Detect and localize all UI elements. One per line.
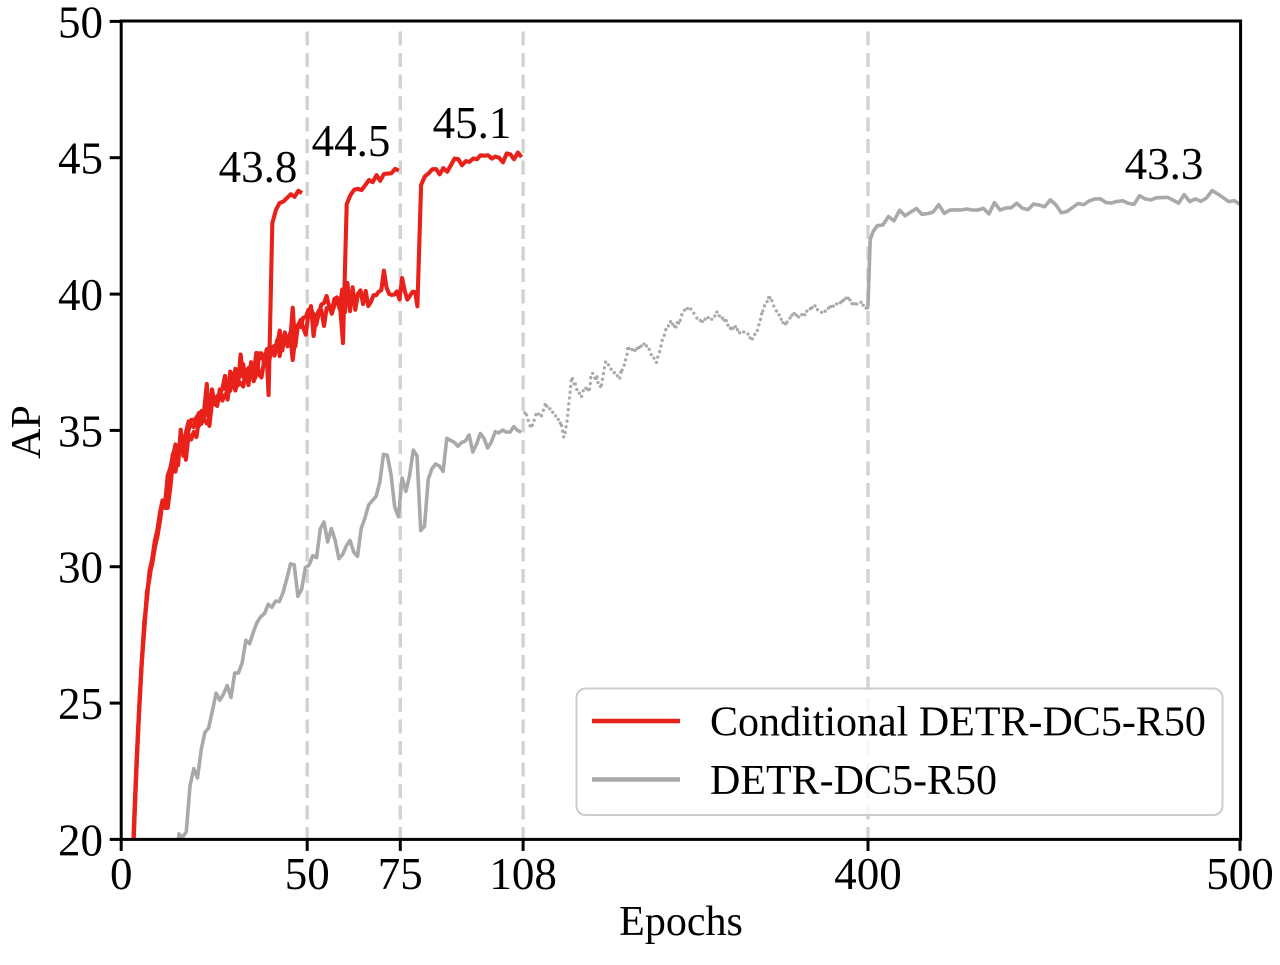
svg-text:30: 30	[58, 543, 103, 593]
svg-text:50: 50	[58, 0, 103, 47]
svg-text:108: 108	[489, 849, 557, 899]
svg-text:44.5: 44.5	[312, 116, 391, 166]
svg-text:40: 40	[58, 270, 103, 320]
svg-text:25: 25	[58, 679, 103, 729]
svg-text:43.8: 43.8	[219, 142, 298, 192]
svg-text:Conditional DETR-DC5-R50: Conditional DETR-DC5-R50	[710, 700, 1206, 746]
svg-text:35: 35	[58, 406, 103, 456]
svg-text:50: 50	[285, 849, 330, 899]
svg-text:20: 20	[58, 815, 103, 865]
svg-text:45: 45	[58, 134, 103, 184]
svg-text:AP: AP	[4, 405, 50, 459]
svg-text:75: 75	[378, 849, 423, 899]
svg-text:0: 0	[110, 849, 133, 899]
svg-text:43.3: 43.3	[1125, 139, 1204, 189]
svg-text:500: 500	[1206, 849, 1274, 899]
svg-text:400: 400	[834, 849, 902, 899]
svg-text:Epochs: Epochs	[619, 899, 743, 945]
svg-text:DETR-DC5-R50: DETR-DC5-R50	[710, 758, 997, 804]
svg-text:45.1: 45.1	[433, 98, 512, 148]
